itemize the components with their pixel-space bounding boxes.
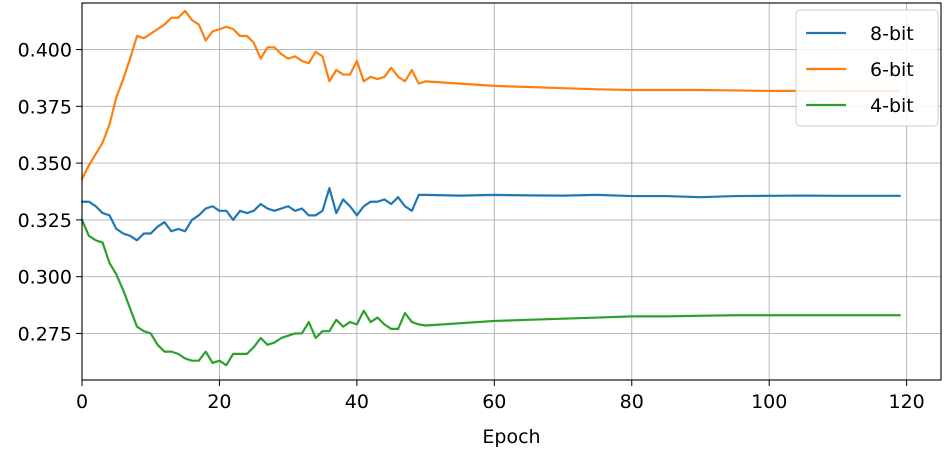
series-line-8-bit <box>80 186 901 242</box>
series-line-4-bit <box>80 218 901 367</box>
legend-label: 6-bit <box>870 59 914 81</box>
x-tick-label: 80 <box>620 391 644 413</box>
x-tick-label: 40 <box>345 391 369 413</box>
legend: 8-bit 6-bit 4-bit <box>795 9 939 127</box>
x-axis-title: Epoch <box>482 426 540 448</box>
y-tick-label: 0.375 <box>18 96 72 118</box>
x-tick-label: 0 <box>76 391 88 413</box>
y-tick-label: 0.300 <box>18 267 72 289</box>
legend-label: 8-bit <box>870 23 914 45</box>
x-tick-label: 20 <box>207 391 231 413</box>
y-tick-label: 0.400 <box>18 40 72 62</box>
x-tick-label: 120 <box>889 391 925 413</box>
axis-ticks: 0 20 40 60 80 100 120 0.275 0.300 0.325 0.350 0.375… <box>18 40 925 413</box>
x-tick-label: 60 <box>482 391 506 413</box>
y-tick-label: 0.275 <box>18 323 72 345</box>
series-line-6-bit <box>80 9 901 181</box>
y-tick-label: 0.325 <box>18 210 72 232</box>
y-tick-label: 0.350 <box>18 153 72 175</box>
legend-box <box>795 9 939 127</box>
x-tick-label: 100 <box>751 391 787 413</box>
plot-frame <box>81 2 942 381</box>
legend-label: 4-bit <box>870 95 914 117</box>
series-lines <box>80 9 901 367</box>
